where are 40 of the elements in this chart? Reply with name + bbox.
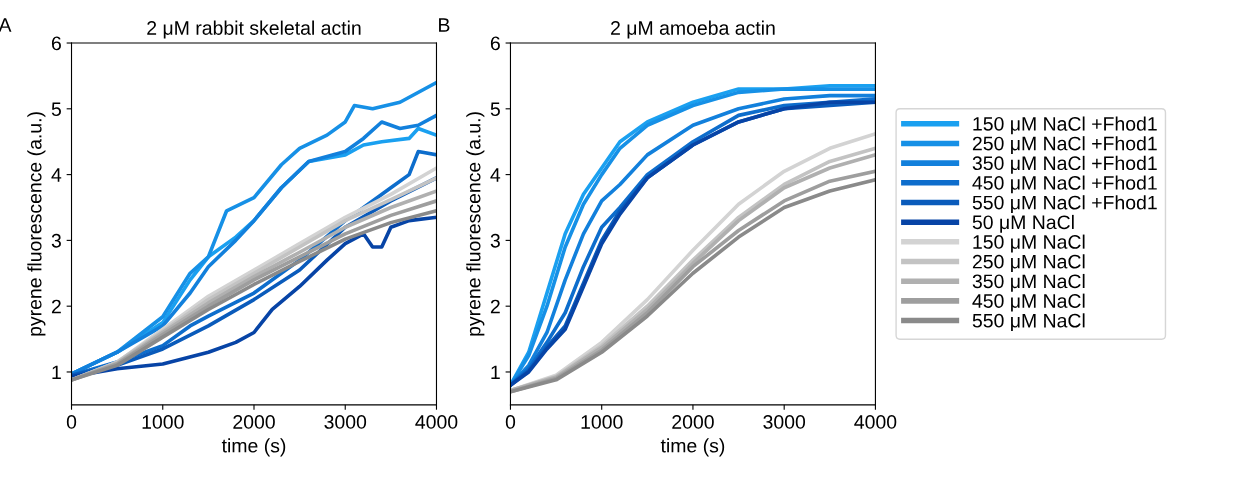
y-tick-label: 3: [490, 233, 500, 248]
y-tick-label: 3: [51, 233, 61, 248]
legend-label: 250 μM NaCl +Fhod1: [972, 136, 1157, 154]
legend-label: 350 μM NaCl: [972, 273, 1085, 292]
legend-label: 550 μM NaCl +Fhod1: [972, 195, 1157, 214]
y-tick-label: 1: [491, 365, 500, 380]
y-tick-label: 5: [490, 102, 500, 117]
legend-label: 250 μM NaCl: [972, 254, 1085, 273]
legend-label: 50 μM NaCl: [972, 214, 1074, 233]
x-axis-title: time (s): [660, 438, 725, 457]
x-tick-label: 4000: [415, 415, 458, 429]
chart-title: 2 μM rabbit skeletal actin: [147, 20, 361, 39]
y-axis-title: pyrene fluorescence (a.u.): [27, 112, 46, 336]
y-tick-label: 6: [51, 36, 61, 51]
x-tick-label: 0: [505, 415, 516, 429]
x-tick-label: 0: [66, 415, 77, 429]
chart-title: 2 μM amoeba actin: [611, 20, 775, 39]
x-tick-label: 3000: [763, 415, 806, 429]
x-tick-label: 1000: [581, 415, 623, 429]
legend-label: 450 μM NaCl: [972, 293, 1085, 312]
x-tick-label: 1000: [142, 415, 184, 429]
legend-label: 150 μM NaCl: [973, 234, 1085, 253]
x-tick-label: 2000: [672, 415, 714, 429]
x-axis-title: time (s): [221, 438, 286, 457]
text: B: [439, 18, 450, 32]
y-tick-label: 4: [51, 168, 62, 182]
y-tick-label: 2: [490, 299, 500, 314]
y-tick-label: 2: [51, 299, 61, 314]
y-tick-label: 5: [51, 102, 61, 117]
x-tick-label: 3000: [324, 415, 367, 429]
legend-label: 350 μM NaCl +Fhod1: [972, 155, 1157, 174]
y-tick-label: 6: [490, 36, 500, 51]
legend-label: 150 μM NaCl +Fhod1: [973, 116, 1157, 135]
x-tick-label: 2000: [233, 415, 275, 429]
y-tick-label: 4: [490, 168, 501, 182]
y-tick-label: 1: [52, 365, 61, 380]
x-tick-label: 4000: [854, 415, 897, 429]
y-axis-title: pyrene fluorescence (a.u.): [466, 112, 485, 336]
legend-label: 550 μM NaCl: [972, 313, 1085, 332]
legend-label: 450 μM NaCl +Fhod1: [972, 175, 1157, 194]
